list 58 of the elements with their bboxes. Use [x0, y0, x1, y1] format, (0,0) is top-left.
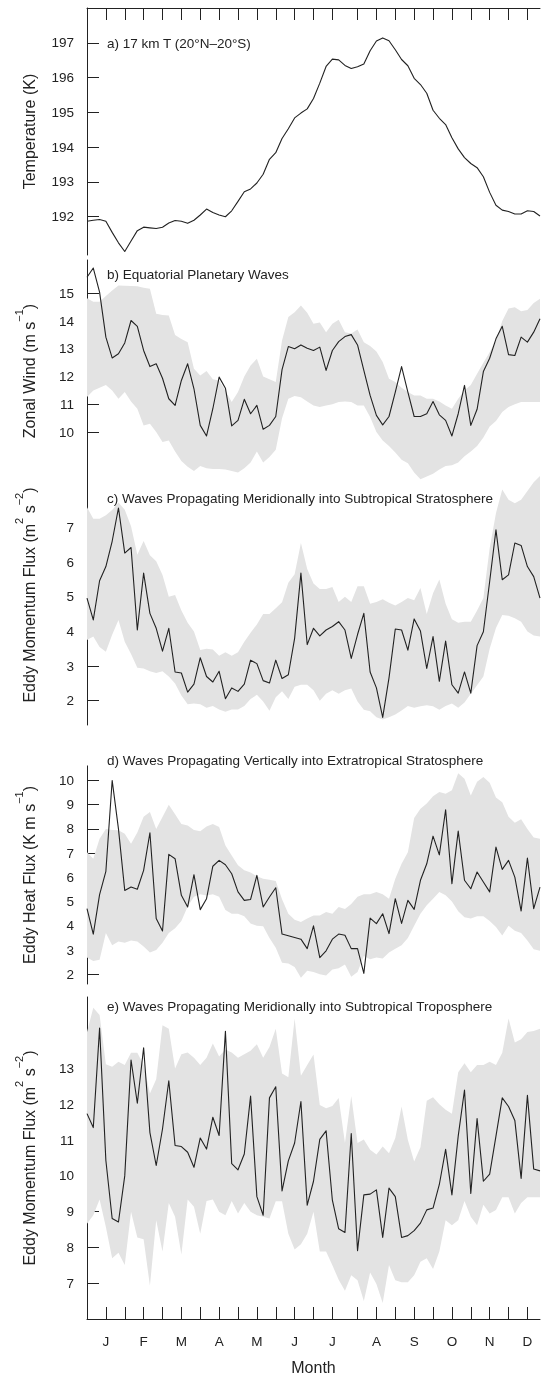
y-tick-label: 195 — [51, 104, 74, 120]
chart-title: e) Waves Propagating Meridionally into Subtropical Troposphere — [107, 998, 493, 1014]
y-tick-label: 2 — [66, 693, 74, 709]
y-tick-label: 196 — [51, 70, 74, 86]
y-tick-label: 8 — [66, 1239, 74, 1255]
y-tick-label: 14 — [58, 313, 75, 329]
y-tick-label: 6 — [66, 554, 74, 570]
line-series — [86, 1027, 541, 1252]
text: b) Equatorial Planetary Waves — [107, 267, 290, 283]
y-tick-label: 193 — [51, 174, 74, 190]
text: a) 17 km T (20°N–20°S) — [107, 35, 251, 51]
y-tick-label: 6 — [66, 869, 74, 885]
y-tick-label: 11 — [59, 397, 74, 413]
y-axis-title: Zonal Wind (m s−1) — [12, 304, 38, 439]
y-tick-label: 3 — [66, 658, 74, 674]
y-tick-label: 4 — [66, 917, 75, 933]
x-tick-label: M — [251, 1333, 263, 1349]
x-tick-label: S — [409, 1333, 419, 1349]
y-axis-title: Eddy Momentum Flux (m2 s−2) — [12, 1050, 38, 1266]
y-tick-label: 9 — [66, 796, 74, 812]
x-tick-label: A — [214, 1333, 224, 1349]
x-axis-title: Month — [291, 1358, 336, 1376]
y-axis-title: Eddy Momentum Flux (m2 s−2) — [12, 487, 38, 703]
y-tick-label: 10 — [58, 1168, 74, 1184]
x-tick-label: J — [102, 1333, 110, 1349]
y-tick-label: 11 — [59, 1132, 74, 1148]
y-tick-label: 12 — [58, 369, 74, 385]
x-tick-label: F — [139, 1333, 148, 1349]
y-tick-label: 10 — [58, 772, 74, 788]
y-tick-label: 7 — [66, 519, 74, 535]
y-tick-label: 194 — [51, 139, 75, 155]
x-tick-label: M — [175, 1333, 187, 1349]
y-tick-label: 15 — [58, 286, 74, 302]
y-tick-label: 8 — [66, 821, 74, 836]
x-tick-label: A — [371, 1333, 381, 1349]
x-tick-label: N — [484, 1333, 495, 1349]
y-tick-label: 5 — [66, 893, 74, 909]
y-tick-label: 9 — [66, 1204, 74, 1220]
y-tick-label: 197 — [51, 35, 74, 51]
text: c) Waves Propagating Meridionally into Subtropical Stratosphere — [107, 491, 493, 507]
y-tick-label: 13 — [58, 1060, 74, 1076]
x-tick-label: O — [446, 1333, 458, 1349]
y-tick-label: 7 — [66, 845, 74, 861]
y-axis-title: Temperature (K) — [20, 73, 38, 190]
y-tick-label: 3 — [66, 942, 74, 958]
y-tick-label: 7 — [66, 1275, 74, 1291]
y-tick-label: 13 — [58, 341, 74, 357]
y-tick-label: 2 — [66, 966, 74, 982]
y-tick-label: 5 — [66, 589, 74, 605]
y-tick-label: 192 — [51, 209, 74, 225]
chart-title: d) Waves Propagating Vertically into Extratropical Stratosphere — [107, 752, 484, 768]
x-tick-label: J — [291, 1333, 298, 1349]
y-axis-title: Eddy Heat Flux (K m s−1) — [12, 785, 38, 964]
x-tick-label: J — [329, 1333, 336, 1349]
y-tick-label: 10 — [58, 424, 74, 440]
y-tick-label: 4 — [66, 623, 75, 639]
x-tick-label: D — [522, 1333, 533, 1349]
y-tick-label: 12 — [58, 1096, 74, 1112]
